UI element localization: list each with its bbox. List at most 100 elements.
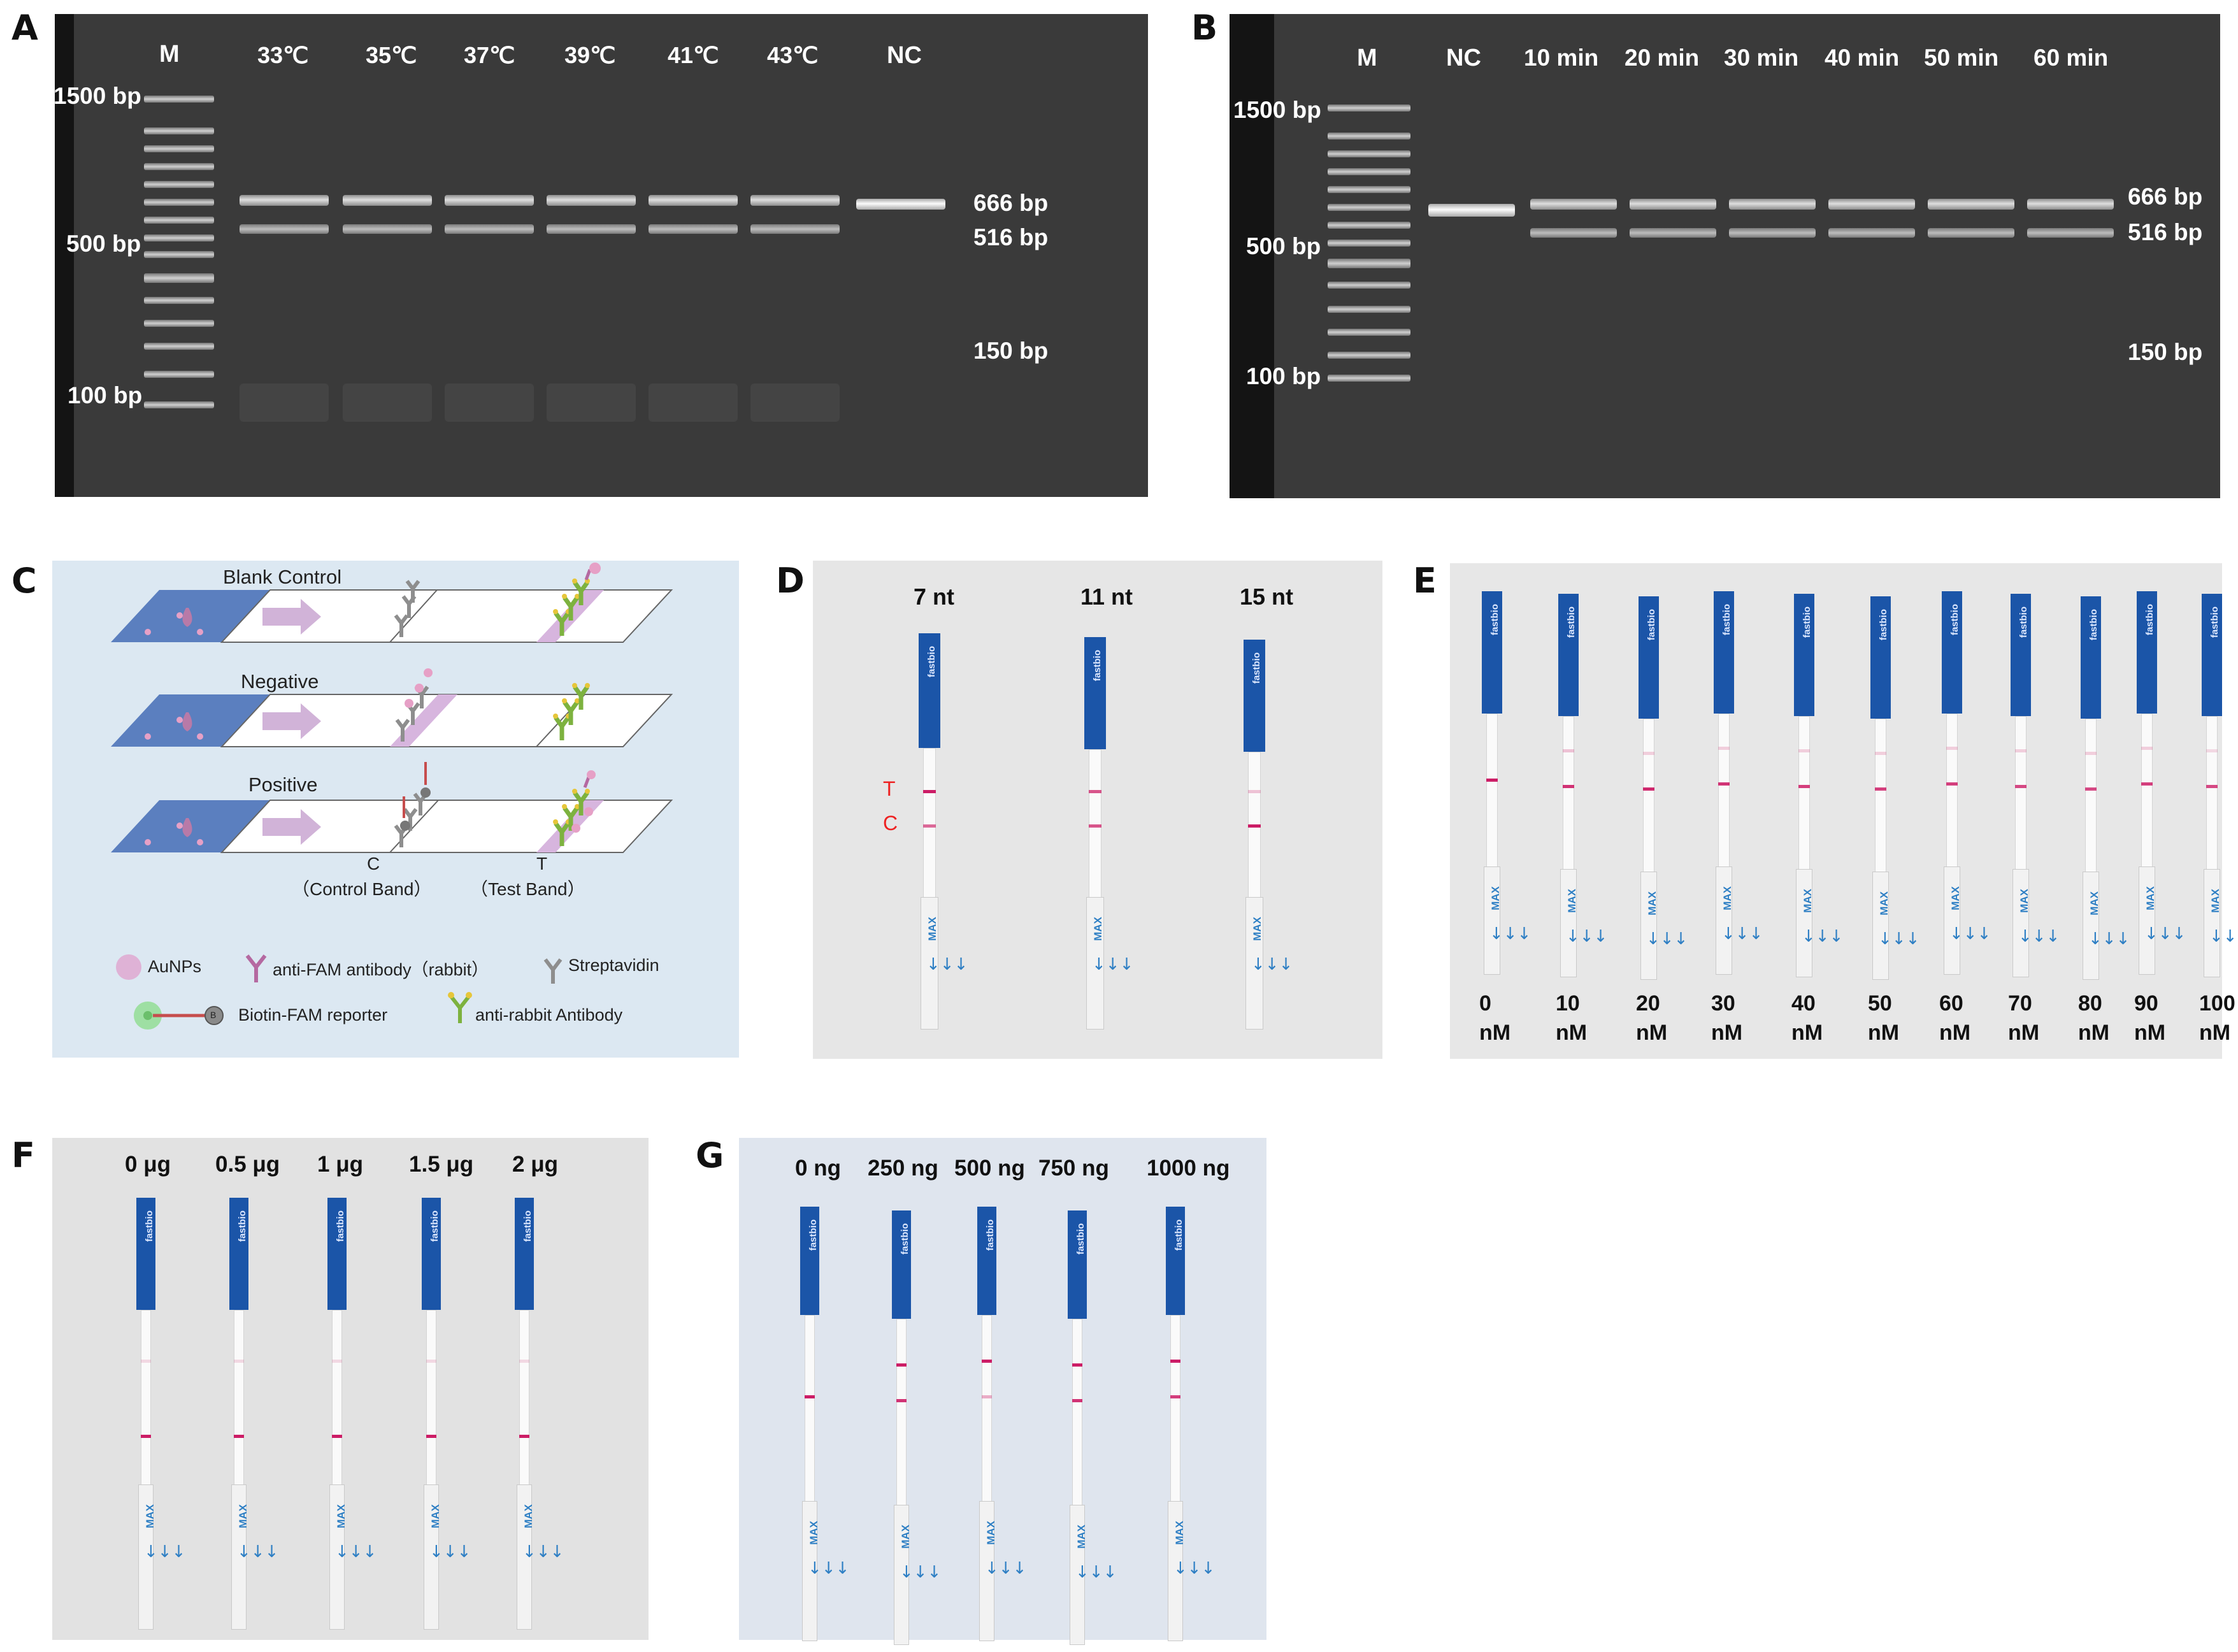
lateral-flow-strip: fastbio MAX ↓↓↓ [1084,637,1133,1030]
legend-biotin-fam: Biotin-FAM reporter [238,1005,388,1024]
gel-a-size-label: 516 bp [973,224,1049,250]
control-line [519,1435,529,1438]
concentration-value: 10 [1556,991,1580,1016]
control-line [2085,787,2097,791]
gel-band [1828,228,1915,238]
test-line [141,1360,151,1363]
test-line [896,1363,907,1367]
test-line [1170,1360,1180,1363]
gel-a-size-label: 150 bp [973,338,1049,364]
gel-a-lane-label: 39℃ [564,42,616,68]
gel-smear [445,384,534,422]
concentration-value: 40 [1791,991,1816,1016]
concentration-unit: nM [2134,1021,2166,1045]
legend-anti-fam: anti-FAM antibody（rabbit） [273,960,489,979]
gel-b: M NC 10 min 20 min 30 min 40 min 50 min … [1230,14,2220,498]
gel-smear [750,384,840,422]
gel-band [1729,199,1816,210]
gel-b-lane-label: NC [1446,45,1481,71]
t-band-caption: （Test Band） [470,879,585,899]
strip-label: 1 μg [317,1152,363,1177]
legend-aunps: AuNPs [148,957,202,976]
gel-band [2027,228,2114,238]
ladder-band [1328,133,1410,140]
gel-a-lane-label: 37℃ [464,42,515,68]
test-line [519,1360,529,1363]
ladder-band [144,234,214,241]
control-line [923,824,936,828]
ladder-band [1328,375,1410,382]
gel-band [649,195,738,206]
concentration-unit: nM [2199,1021,2231,1045]
concentration-value: 70 [2008,991,2032,1016]
gel-smear [343,384,432,422]
concentration-value: 20 [1636,991,1660,1016]
schematic-panel: Blank Control Negative Positive C T （Con… [52,561,739,1058]
strip-label: 750 ng [1038,1156,1109,1181]
test-line [1072,1363,1082,1367]
panel-label-g: G [696,1135,724,1175]
control-line [982,1395,992,1398]
aunps-icon [116,954,141,980]
strip-label: 2 μg [512,1152,558,1177]
control-line [1798,785,1810,788]
gel-band [1630,228,1716,238]
gel-band [1530,199,1617,210]
gel-b-lane-label: 40 min [1825,45,1900,71]
gel-smear [547,384,636,422]
anti-fam-antibody-icon [245,954,267,982]
strip-photo-e: fastbio MAX ↓↓↓ 0 nM fastbio MAX ↓↓↓ 10 nM fastbio… [1450,563,2238,1059]
concentration-value: 80 [2078,991,2102,1016]
gel-b-size-label: 516 bp [2128,219,2203,245]
schematic-row-label-positive: Positive [248,773,318,796]
gel-a-ladder-label: 100 bp [68,382,143,408]
gel-b-lane-label: 50 min [1924,45,1999,71]
control-line [426,1435,436,1438]
gel-band [649,224,738,234]
gel-b-lane-label: 60 min [2034,45,2109,71]
concentration-unit: nM [1636,1021,1668,1045]
gel-smear [240,384,329,422]
gel-edge [1230,14,1274,498]
gel-band [856,199,945,210]
t-band-letter: T [536,854,548,873]
gel-band [445,224,534,234]
c-line-marker: C [883,812,898,835]
ladder-band [1328,240,1410,247]
strip-photo-g: 0 ng 250 ng 500 ng 750 ng 1000 ng fastbi… [739,1138,1266,1645]
ladder-band [144,217,214,224]
gel-a-lane-label: 41℃ [668,42,719,68]
strip-label: 1.5 μg [409,1152,474,1177]
gel-b-marker-label: M [1357,45,1377,71]
concentration-value: 50 [1868,991,1892,1016]
ladder-band [144,371,214,378]
gel-band [1928,228,2014,238]
gel-b-ladder-label: 500 bp [1246,233,1321,259]
gel-band [547,195,636,206]
gel-a-size-label: 666 bp [973,190,1049,216]
ladder-band [144,163,214,170]
gel-b-size-label: 150 bp [2128,339,2203,365]
test-line [1798,749,1810,752]
ladder-band [144,199,214,206]
test-line [1875,752,1886,755]
gel-band [1729,228,1816,238]
ladder-band [1328,282,1410,289]
gel-b-size-label: 666 bp [2128,183,2203,210]
control-line [1089,824,1101,828]
test-line [1563,749,1574,752]
gel-band [445,195,534,206]
control-line [1072,1399,1082,1402]
gel-smear [649,384,738,422]
panel-label-b: B [1191,8,1218,48]
biotin-icon [204,1006,224,1025]
panel-label-e: E [1413,561,1437,601]
test-line [982,1360,992,1363]
control-line [141,1435,151,1438]
